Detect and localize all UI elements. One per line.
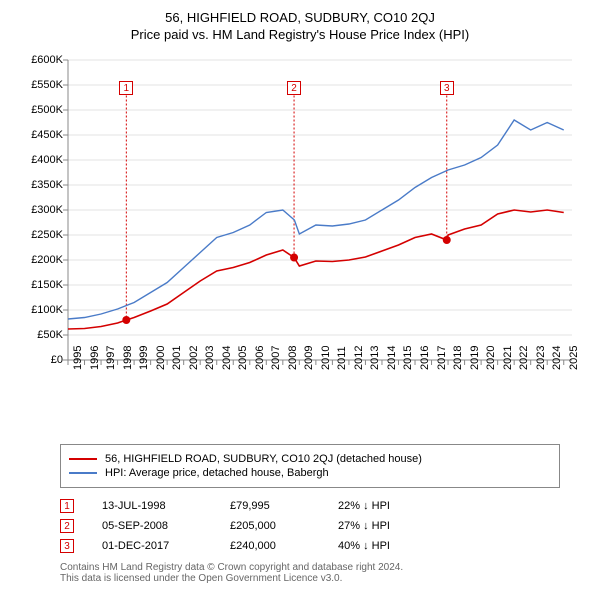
- sales-marker-badge: 2: [60, 519, 74, 533]
- footer-line-2: This data is licensed under the Open Gov…: [60, 573, 560, 584]
- legend-swatch: [69, 458, 97, 460]
- sales-row: 2 05-SEP-2008 £205,000 27% ↓ HPI: [60, 516, 560, 536]
- y-tick-label: £200K: [23, 254, 63, 266]
- series-property: [68, 210, 564, 329]
- x-tick-label: 1995: [72, 346, 84, 370]
- footer-attribution: Contains HM Land Registry data © Crown c…: [60, 562, 560, 584]
- x-tick-label: 2002: [188, 346, 200, 370]
- y-tick-label: £50K: [23, 329, 63, 341]
- plot-area: £0 £50K £100K £150K £200K £250K £300K £350K £400…: [20, 52, 580, 402]
- x-tick-label: 2005: [237, 346, 249, 370]
- x-tick-label: 2010: [320, 346, 332, 370]
- sale-marker-3: 3: [440, 81, 454, 95]
- x-tick-label: 1996: [89, 346, 101, 370]
- x-tick-label: 2008: [287, 346, 299, 370]
- x-tick-label: 2007: [270, 346, 282, 370]
- x-tick-label: 2023: [535, 346, 547, 370]
- chart-title: 56, HIGHFIELD ROAD, SUDBURY, CO10 2QJ: [10, 10, 590, 25]
- y-tick-label: £550K: [23, 79, 63, 91]
- sale-marker-2: 2: [287, 81, 301, 95]
- y-tick-label: £100K: [23, 304, 63, 316]
- legend-item: HPI: Average price, detached house, Babe…: [69, 467, 551, 479]
- sales-marker-badge: 3: [60, 539, 74, 553]
- legend-swatch: [69, 472, 97, 474]
- x-tick-label: 2016: [419, 346, 431, 370]
- sales-marker-badge: 1: [60, 499, 74, 513]
- sales-diff-vs-hpi: 27% ↓ HPI: [338, 520, 438, 532]
- x-tick-label: 2018: [452, 346, 464, 370]
- sales-price: £79,995: [230, 500, 310, 512]
- x-tick-label: 2001: [171, 346, 183, 370]
- x-tick-label: 1997: [105, 346, 117, 370]
- x-tick-label: 2021: [502, 346, 514, 370]
- sales-table: 1 13-JUL-1998 £79,995 22% ↓ HPI 2 05-SEP-2008…: [60, 496, 560, 556]
- y-tick-label: £0: [23, 354, 63, 366]
- sales-date: 13-JUL-1998: [102, 500, 202, 512]
- y-tick-label: £250K: [23, 229, 63, 241]
- x-tick-label: 2006: [254, 346, 266, 370]
- chart-subtitle: Price paid vs. HM Land Registry's House …: [10, 27, 590, 42]
- sale-marker-1: 1: [119, 81, 133, 95]
- x-tick-label: 2020: [485, 346, 497, 370]
- legend: 56, HIGHFIELD ROAD, SUDBURY, CO10 2QJ (d…: [60, 444, 560, 488]
- x-tick-label: 2012: [353, 346, 365, 370]
- legend-item: 56, HIGHFIELD ROAD, SUDBURY, CO10 2QJ (d…: [69, 453, 551, 465]
- legend-label: 56, HIGHFIELD ROAD, SUDBURY, CO10 2QJ (d…: [105, 453, 422, 465]
- x-tick-label: 2019: [469, 346, 481, 370]
- footer-line-1: Contains HM Land Registry data © Crown c…: [60, 562, 560, 573]
- x-tick-label: 2004: [221, 346, 233, 370]
- x-tick-label: 1998: [122, 346, 134, 370]
- x-tick-label: 2017: [436, 346, 448, 370]
- chart-container: 56, HIGHFIELD ROAD, SUDBURY, CO10 2QJ Pr…: [0, 0, 600, 594]
- x-tick-label: 2000: [155, 346, 167, 370]
- sales-diff-vs-hpi: 22% ↓ HPI: [338, 500, 438, 512]
- x-tick-label: 2009: [303, 346, 315, 370]
- sales-price: £205,000: [230, 520, 310, 532]
- y-tick-label: £300K: [23, 204, 63, 216]
- legend-label: HPI: Average price, detached house, Babe…: [105, 467, 329, 479]
- sales-price: £240,000: [230, 540, 310, 552]
- x-tick-label: 2013: [369, 346, 381, 370]
- sales-row: 1 13-JUL-1998 £79,995 22% ↓ HPI: [60, 496, 560, 516]
- x-tick-label: 2011: [336, 346, 348, 370]
- x-tick-label: 1999: [138, 346, 150, 370]
- x-tick-label: 2003: [204, 346, 216, 370]
- x-tick-label: 2022: [518, 346, 530, 370]
- sales-diff-vs-hpi: 40% ↓ HPI: [338, 540, 438, 552]
- sales-date: 05-SEP-2008: [102, 520, 202, 532]
- x-tick-label: 2024: [551, 346, 563, 370]
- y-tick-label: £150K: [23, 279, 63, 291]
- y-tick-label: £600K: [23, 54, 63, 66]
- sales-row: 3 01-DEC-2017 £240,000 40% ↓ HPI: [60, 536, 560, 556]
- y-tick-label: £400K: [23, 154, 63, 166]
- y-tick-label: £350K: [23, 179, 63, 191]
- x-tick-label: 2025: [568, 346, 580, 370]
- sales-date: 01-DEC-2017: [102, 540, 202, 552]
- y-tick-label: £450K: [23, 129, 63, 141]
- y-tick-label: £500K: [23, 104, 63, 116]
- x-tick-label: 2015: [402, 346, 414, 370]
- x-tick-label: 2014: [386, 346, 398, 370]
